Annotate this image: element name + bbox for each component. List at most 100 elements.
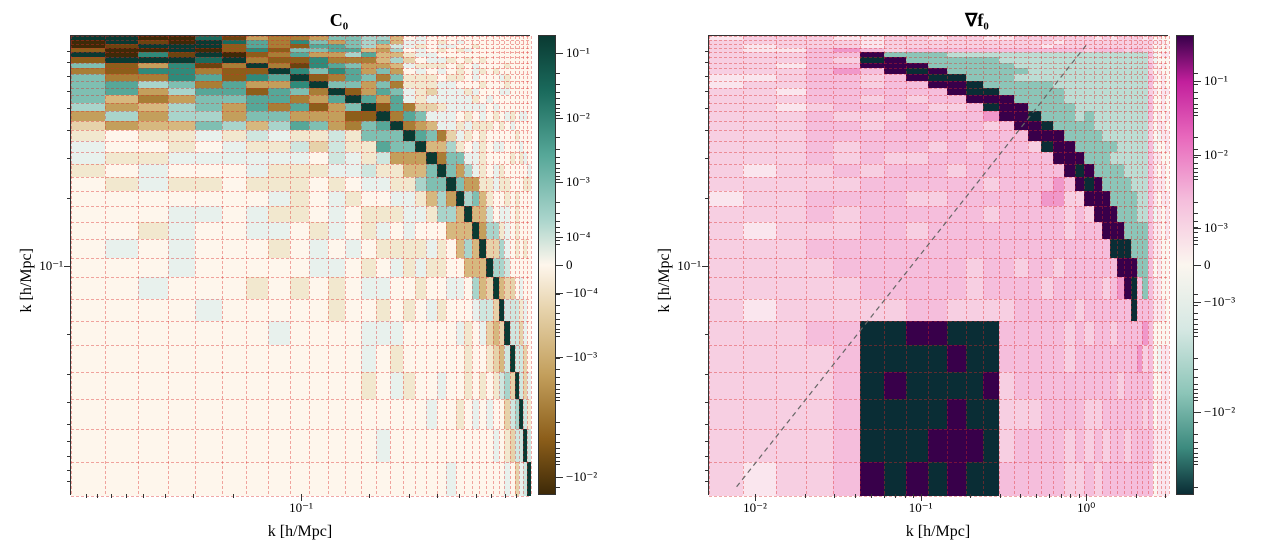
heatmap-cell	[1028, 141, 1041, 153]
heatmap-cell	[983, 152, 999, 165]
heatmap-cell	[966, 130, 984, 141]
heatmap-cell	[71, 177, 106, 191]
heatmap-cell	[376, 177, 390, 191]
heatmap-cell	[403, 121, 416, 131]
heatmap-cell	[403, 239, 416, 258]
heatmap-cell	[966, 462, 984, 497]
heatmap-cell	[222, 164, 247, 177]
heatmap-cell	[268, 141, 290, 153]
heatmap-cell	[1028, 121, 1041, 131]
heatmap-cell	[776, 399, 806, 429]
heatmap-cell	[999, 429, 1014, 462]
heatmap-cell	[426, 206, 437, 222]
heatmap-cell	[1053, 222, 1065, 240]
heatmap-cell	[290, 152, 310, 165]
heatmap-cell	[376, 121, 390, 131]
heatmap-cell	[1053, 177, 1065, 191]
heatmap-cell	[806, 299, 834, 322]
heatmap-cell	[222, 239, 247, 258]
heatmap-cell	[105, 141, 138, 153]
heatmap-cell	[71, 191, 106, 206]
heatmap-cell	[1064, 399, 1075, 429]
heatmap-cell	[833, 191, 860, 206]
heatmap-cell	[309, 429, 328, 462]
heatmap-cell	[1053, 164, 1065, 177]
heatmap-cell	[947, 141, 966, 153]
heatmap-cell	[328, 277, 346, 299]
heatmap-cell	[709, 462, 744, 497]
heatmap-cell	[345, 130, 361, 141]
heatmap-cell	[906, 462, 928, 497]
heatmap-cell	[426, 462, 437, 497]
heatmap-cell	[309, 191, 328, 206]
heatmap-cell	[860, 121, 885, 131]
heatmap-cell	[776, 177, 806, 191]
heatmap-cell	[806, 222, 834, 240]
heatmap-cell	[403, 277, 416, 299]
heatmap-cell	[1064, 321, 1075, 346]
heatmap-cell	[195, 258, 222, 278]
heatmap-cell	[138, 399, 168, 429]
heatmap-cell	[966, 206, 984, 222]
heatmap-cell	[806, 130, 834, 141]
heatmap-cell	[833, 222, 860, 240]
heatmap-cell	[833, 152, 860, 165]
heatmap-cell	[1041, 321, 1054, 346]
heatmap-cell	[743, 258, 776, 278]
heatmap-cell	[71, 130, 106, 141]
heatmap-cell	[743, 164, 776, 177]
heatmap-cell	[999, 277, 1014, 299]
heatmap-cell	[709, 258, 744, 278]
heatmap-cell	[415, 258, 427, 278]
heatmap-cell	[1053, 130, 1065, 141]
heatmap-cell	[138, 206, 168, 222]
heatmap-cell	[328, 258, 346, 278]
heatmap-cell	[376, 372, 390, 400]
heatmap-cell	[709, 130, 744, 141]
heatmap-cell	[884, 206, 907, 222]
heatmap-cell	[1014, 191, 1028, 206]
heatmap-cell	[928, 258, 948, 278]
heatmap-cell	[268, 191, 290, 206]
heatmap-cell	[999, 130, 1014, 141]
heatmap-cell	[709, 191, 744, 206]
xtick-label: 10⁰	[1077, 500, 1095, 516]
heatmap-cell	[833, 299, 860, 322]
heatmap-cell	[1028, 321, 1041, 346]
heatmap-cell	[71, 121, 106, 131]
heatmap-cell	[195, 429, 222, 462]
heatmap-cell	[390, 239, 403, 258]
heatmap-cell	[1075, 164, 1085, 177]
heatmap-cell	[328, 164, 346, 177]
heatmap-cell	[105, 191, 138, 206]
heatmap-cell	[884, 462, 907, 497]
heatmap-cell	[328, 462, 346, 497]
heatmap-cell	[1014, 299, 1028, 322]
heatmap-cell	[390, 222, 403, 240]
colorbar-tick-label: 10⁻⁴	[566, 229, 590, 245]
heatmap-cell	[376, 152, 390, 165]
heatmap-cell	[138, 164, 168, 177]
heatmap-cell	[1075, 222, 1085, 240]
heatmap-cell	[983, 191, 999, 206]
heatmap-cell	[376, 277, 390, 299]
heatmap-cell	[983, 277, 999, 299]
heatmap-cell	[437, 321, 447, 346]
heatmap-cell	[1064, 258, 1075, 278]
colorbar-tick-label: −10⁻²	[1204, 404, 1235, 420]
heatmap-cell	[947, 429, 966, 462]
heatmap-cell	[290, 130, 310, 141]
heatmap-cell	[105, 372, 138, 400]
heatmap-cell	[376, 141, 390, 153]
heatmap-cell	[403, 372, 416, 400]
heatmap-cell	[105, 239, 138, 258]
heatmap-cell	[709, 164, 744, 177]
heatmap-cell	[361, 121, 376, 131]
heatmap-cell	[1064, 222, 1075, 240]
heatmap-cell	[928, 164, 948, 177]
heatmap-cell	[1064, 277, 1075, 299]
heatmap-cell	[1028, 429, 1041, 462]
heatmap-cell	[415, 164, 427, 177]
heatmap-cell	[743, 277, 776, 299]
heatmap-cell	[1053, 345, 1065, 372]
